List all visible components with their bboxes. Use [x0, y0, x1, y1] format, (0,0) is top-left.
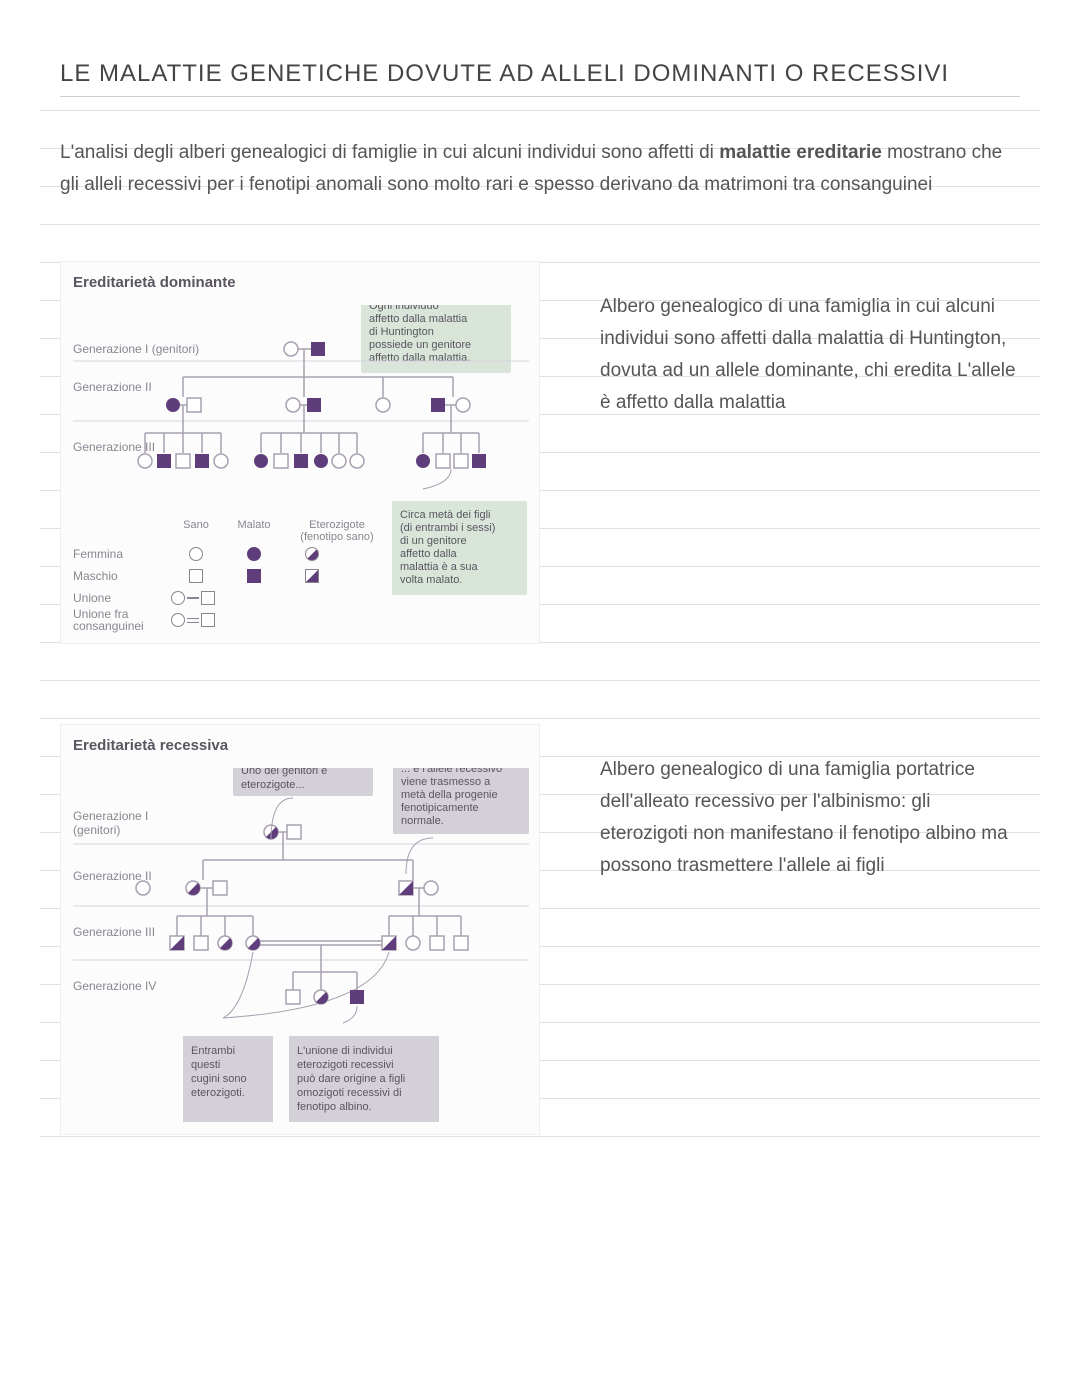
leg-het2: (fenotipo sano) [287, 531, 387, 543]
note4-l1: L'unione di individui [297, 1044, 431, 1058]
note2-l3: di un genitore [400, 535, 519, 548]
note3-l1: Entrambi [191, 1044, 265, 1058]
note4-l4: omozigoti recessivi di [297, 1086, 431, 1100]
svg-text:Ogni individuo: Ogni individuo [369, 305, 439, 312]
svg-text:Generazione III: Generazione III [73, 440, 155, 454]
divider [60, 96, 1020, 97]
note4-l5: fenotipo albino. [297, 1100, 431, 1114]
svg-text:affetto dalla malattia.: affetto dalla malattia. [369, 352, 470, 364]
svg-text:Generazione I: Generazione I [73, 809, 148, 823]
page-title: LE MALATTIE GENETICHE DOVUTE AD ALLELI D… [60, 60, 1020, 88]
leg-male: Maschio [73, 569, 163, 583]
svg-text:metà della progenie: metà della progenie [401, 789, 498, 801]
note3-l2: questi [191, 1058, 265, 1072]
note2-l4: affetto dalla [400, 548, 519, 561]
note3-l3: cugini sono [191, 1072, 265, 1086]
recessive-pedigree-svg: Uno dei genitori è eterozigote... ... e … [73, 768, 529, 1028]
svg-text:Generazione II: Generazione II [73, 380, 152, 394]
note4-l2: eterozigoti recessivi [297, 1058, 431, 1072]
note2-l1: Circa metà dei figli [400, 509, 519, 522]
intro-before: L'analisi degli alberi genealogici di fa… [60, 142, 719, 163]
dominant-caption: Albero genealogico di una famiglia in cu… [600, 261, 1020, 644]
svg-text:Generazione III: Generazione III [73, 925, 155, 939]
svg-text:fenotipicamente: fenotipicamente [401, 802, 479, 814]
recessive-heading: Ereditarietà recessiva [73, 737, 527, 754]
svg-text:Uno dei genitori è: Uno dei genitori è [241, 768, 327, 777]
note3-l4: eterozigoti. [191, 1086, 265, 1100]
svg-text:Generazione IV: Generazione IV [73, 979, 156, 993]
recessive-section: Ereditarietà recessiva Uno dei genitori … [60, 724, 1020, 1135]
dominant-heading: Ereditarietà dominante [73, 274, 527, 291]
note4-l3: può dare origine a figli [297, 1072, 431, 1086]
svg-text:Generazione I (genitori): Generazione I (genitori) [73, 342, 199, 356]
dominant-pedigree-svg: Ogni individuo affetto dalla malattia di… [73, 305, 529, 505]
dominant-section: Ereditarietà dominante Ogni individuo af… [60, 261, 1020, 644]
leg-het1: Eterozigote [287, 519, 387, 531]
note2-l6: volta malato. [400, 574, 519, 587]
svg-text:... e l'allele recessivo: ... e l'allele recessivo [401, 768, 502, 775]
leg-cons2: consanguinei [73, 620, 163, 632]
svg-text:viene trasmesso a: viene trasmesso a [401, 776, 491, 788]
dominant-diagram: Ereditarietà dominante Ogni individuo af… [60, 261, 540, 644]
intro-text: L'analisi degli alberi genealogici di fa… [60, 137, 1020, 201]
leg-healthy: Sano [171, 519, 221, 543]
note2-l2: (di entrambi i sessi) [400, 522, 519, 535]
recessive-diagram: Ereditarietà recessiva Uno dei genitori … [60, 724, 540, 1135]
svg-text:(genitori): (genitori) [73, 823, 120, 837]
intro-bold: malattie ereditarie [719, 142, 882, 163]
svg-text:normale.: normale. [401, 815, 444, 827]
leg-female: Femmina [73, 547, 163, 561]
svg-text:affetto dalla malattia: affetto dalla malattia [369, 313, 468, 325]
recessive-caption: Albero genealogico di una famiglia porta… [600, 724, 1020, 1135]
svg-text:possiede un genitore: possiede un genitore [369, 339, 471, 351]
leg-union: Unione [73, 591, 163, 605]
svg-text:di Huntington: di Huntington [369, 326, 434, 338]
svg-text:eterozigote...: eterozigote... [241, 779, 305, 791]
leg-sick: Malato [229, 519, 279, 543]
note2-l5: malattia è a sua [400, 561, 519, 574]
